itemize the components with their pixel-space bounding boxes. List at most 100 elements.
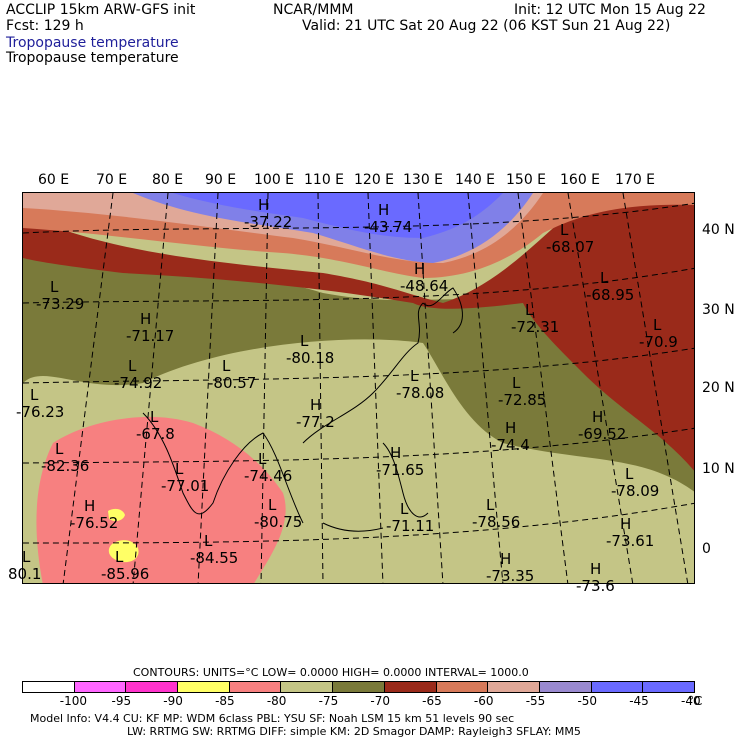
lon-label: 150 E [506,172,547,188]
marker-value: -78.08 [396,384,445,402]
low-marker: L [128,357,137,375]
marker-value: -72.85 [498,391,547,409]
marker-value: -70.9 [639,333,678,351]
graticule [23,193,694,583]
low-marker: L [115,548,124,566]
low-marker: L [560,221,569,239]
marker-value: 80.1 [8,565,42,583]
marker-value: -76.23 [16,403,65,421]
colorbar-tick-label: -90 [163,694,183,708]
colorbar-tick-label: -45 [629,694,649,708]
colorbar-tick-label: -40 [681,694,701,708]
lon-label: 140 E [455,172,496,188]
high-marker: H [590,560,602,578]
field-fill-darkred [23,203,694,471]
marker-value: -71.17 [126,327,175,345]
low-marker: L [175,460,184,478]
high-marker: H [500,550,512,568]
marker-value: -68.95 [586,286,635,304]
marker-value: -48.64 [400,277,449,295]
org-label: NCAR/MMM [273,2,354,18]
marker-value: -78.56 [472,513,521,531]
colorbar-tick-label: -80 [266,694,287,708]
colorbar-tick-label: -75 [318,694,339,708]
high-marker: H [140,310,152,328]
colorbar-swatch [539,682,592,692]
high-marker: H [390,444,402,462]
low-marker: L [204,532,213,550]
marker-value: -74.46 [244,467,293,485]
low-marker: L [400,500,409,518]
marker-value: -69.52 [578,425,627,443]
high-marker: H [414,260,426,278]
contours-info: CONTOURS: UNITS=°C LOW= 0.0000 HIGH= 0.0… [133,666,529,679]
marker-value: -82.36 [41,457,90,475]
marker-value: -71.65 [376,461,425,479]
valid-time: Valid: 21 UTC Sat 20 Aug 22 (06 KST Sun … [302,18,671,34]
low-marker: L [653,316,662,334]
high-marker: H [310,396,322,414]
field-fill-olive [23,253,694,492]
model-title: ACCLIP 15km ARW-GFS init [6,2,196,18]
marker-value: -84.55 [190,549,239,567]
model-info-2: LW: RRTMG SW: RRTMG DIFF: simple KM: 2D … [127,725,581,738]
colorbar-swatch [333,682,385,692]
high-marker: H [620,515,632,533]
low-marker: L [268,496,277,514]
marker-value: -73.29 [36,295,85,313]
high-marker: H [84,497,96,515]
lon-label: 110 E [304,172,345,188]
low-marker: L [625,465,634,483]
low-marker: L [258,450,267,468]
low-marker: L [22,548,31,566]
colorbar-swatch [643,682,694,692]
colorbar-swatch [591,682,644,692]
field-title-blue: Tropopause temperature [6,35,179,51]
colorbar-swatch [229,682,282,692]
lon-label: 80 E [152,172,184,188]
marker-value: -80.75 [254,513,303,531]
colorbar-tick-label: -100 [59,694,87,708]
high-marker: H [258,196,270,214]
marker-value: -85.96 [101,565,150,583]
marker-value: -67.8 [136,425,175,443]
colorbar-swatch [126,682,179,692]
colorbar [22,681,695,693]
marker-value: -43.74 [364,218,413,236]
low-marker: L [525,301,534,319]
colorbar-tick-label: -95 [111,694,132,708]
marker-value: -73.61 [606,532,655,550]
low-marker: L [486,496,495,514]
lon-label: 160 E [560,172,601,188]
lat-label: 0 [702,541,711,557]
marker-value: -77.2 [296,413,335,431]
colorbar-swatch [74,682,127,692]
low-marker: L [600,269,609,287]
low-marker: L [55,440,64,458]
colorbar-tick-label: °C [688,694,703,708]
low-marker: L [300,332,309,350]
field-fill-yellow [108,508,125,522]
field-title: Tropopause temperature [6,50,179,66]
low-marker: L [50,278,59,296]
colorbar-swatch [178,682,230,692]
low-marker: L [222,357,231,375]
marker-value: -73.6 [576,577,615,595]
field-fill-yellow [108,540,139,563]
colorbar-swatch [281,682,334,692]
marker-value: -80.57 [208,374,257,392]
marker-value: -80.18 [286,349,335,367]
colorbar-tick-label: -50 [577,694,598,708]
marker-value: -74.92 [114,374,163,392]
colorbar-tick-label: -60 [473,694,494,708]
colorbar-swatch [23,682,75,692]
lon-label: 170 E [615,172,656,188]
high-marker: H [505,419,517,437]
lat-label: 20 N [702,380,735,396]
lon-label: 90 E [205,172,237,188]
marker-value: -68.07 [546,238,595,256]
marker-value: -74.4 [491,436,530,454]
lat-label: 40 N [702,222,735,238]
high-marker: H [592,408,604,426]
lon-label: 130 E [403,172,444,188]
